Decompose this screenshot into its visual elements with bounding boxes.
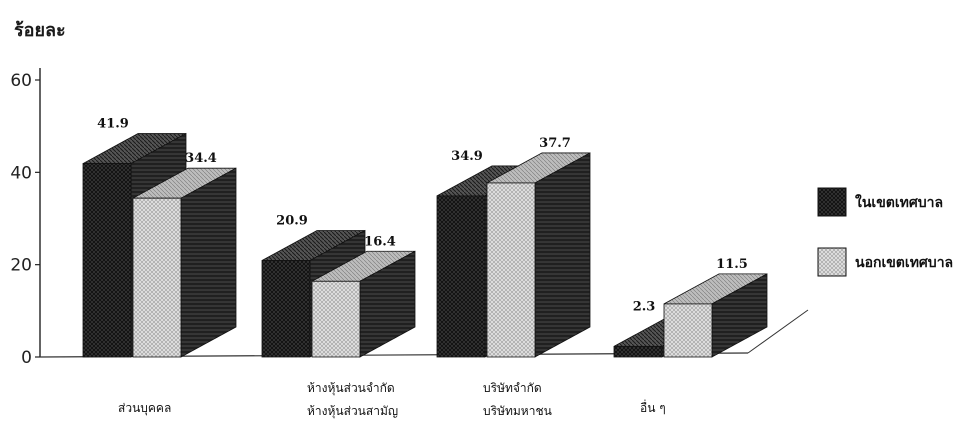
data-label: 37.7 (539, 136, 571, 151)
category-label: บริษัทจำกัด (483, 381, 542, 395)
category-label: บริษัทมหาชน (483, 404, 552, 418)
legend-label: ในเขตเทศบาล (855, 193, 943, 211)
y-axis-label: ร้อยละ (14, 20, 66, 41)
legend-label: นอกเขตเทศบาล (855, 255, 953, 271)
category-label: ห้างหุ้นส่วนสามัญ (307, 404, 398, 419)
legend-swatch (817, 247, 847, 277)
data-label: 34.4 (185, 151, 217, 166)
bar-1-3 (663, 273, 768, 358)
bar-1-1 (311, 250, 416, 358)
y-tick-label: 0 (21, 348, 32, 368)
data-label: 16.4 (364, 234, 396, 249)
y-tick-label: 40 (10, 163, 32, 183)
legend-swatch (817, 187, 847, 217)
data-label: 2.3 (633, 299, 656, 314)
y-tick-label: 20 (10, 256, 32, 276)
bars (82, 132, 768, 358)
data-label: 11.5 (716, 257, 748, 272)
floor-right-edge (747, 309, 809, 354)
data-label: 34.9 (451, 149, 483, 164)
y-tick-label: 60 (10, 71, 32, 91)
bar-0-3-front (613, 345, 663, 358)
category-label: อื่น ๆ (640, 399, 666, 415)
bar-1-0 (132, 167, 237, 358)
bar-1-2-front (486, 182, 536, 358)
bar-1-2 (486, 152, 591, 358)
bar-1-0-side (180, 167, 237, 358)
data-label: 41.9 (97, 117, 129, 132)
bar-0-1-front (261, 260, 311, 358)
category-label: ห้างหุ้นส่วนจำกัด (307, 381, 395, 396)
labels: 41.9 34.4 ส่วนบุคคล 20.9 16.4 ห้างหุ้นส่วนจำก… (97, 117, 748, 419)
bar-1-0-front (132, 197, 182, 358)
bar-1-1-front (311, 280, 361, 358)
bar-0-0-front (82, 163, 132, 358)
bar-1-2-side (534, 152, 591, 358)
bar-0-2-front (436, 195, 486, 358)
bar-1-3-front (663, 303, 713, 358)
category-label: ส่วนบุคคล (118, 401, 171, 416)
data-label: 20.9 (276, 214, 308, 229)
